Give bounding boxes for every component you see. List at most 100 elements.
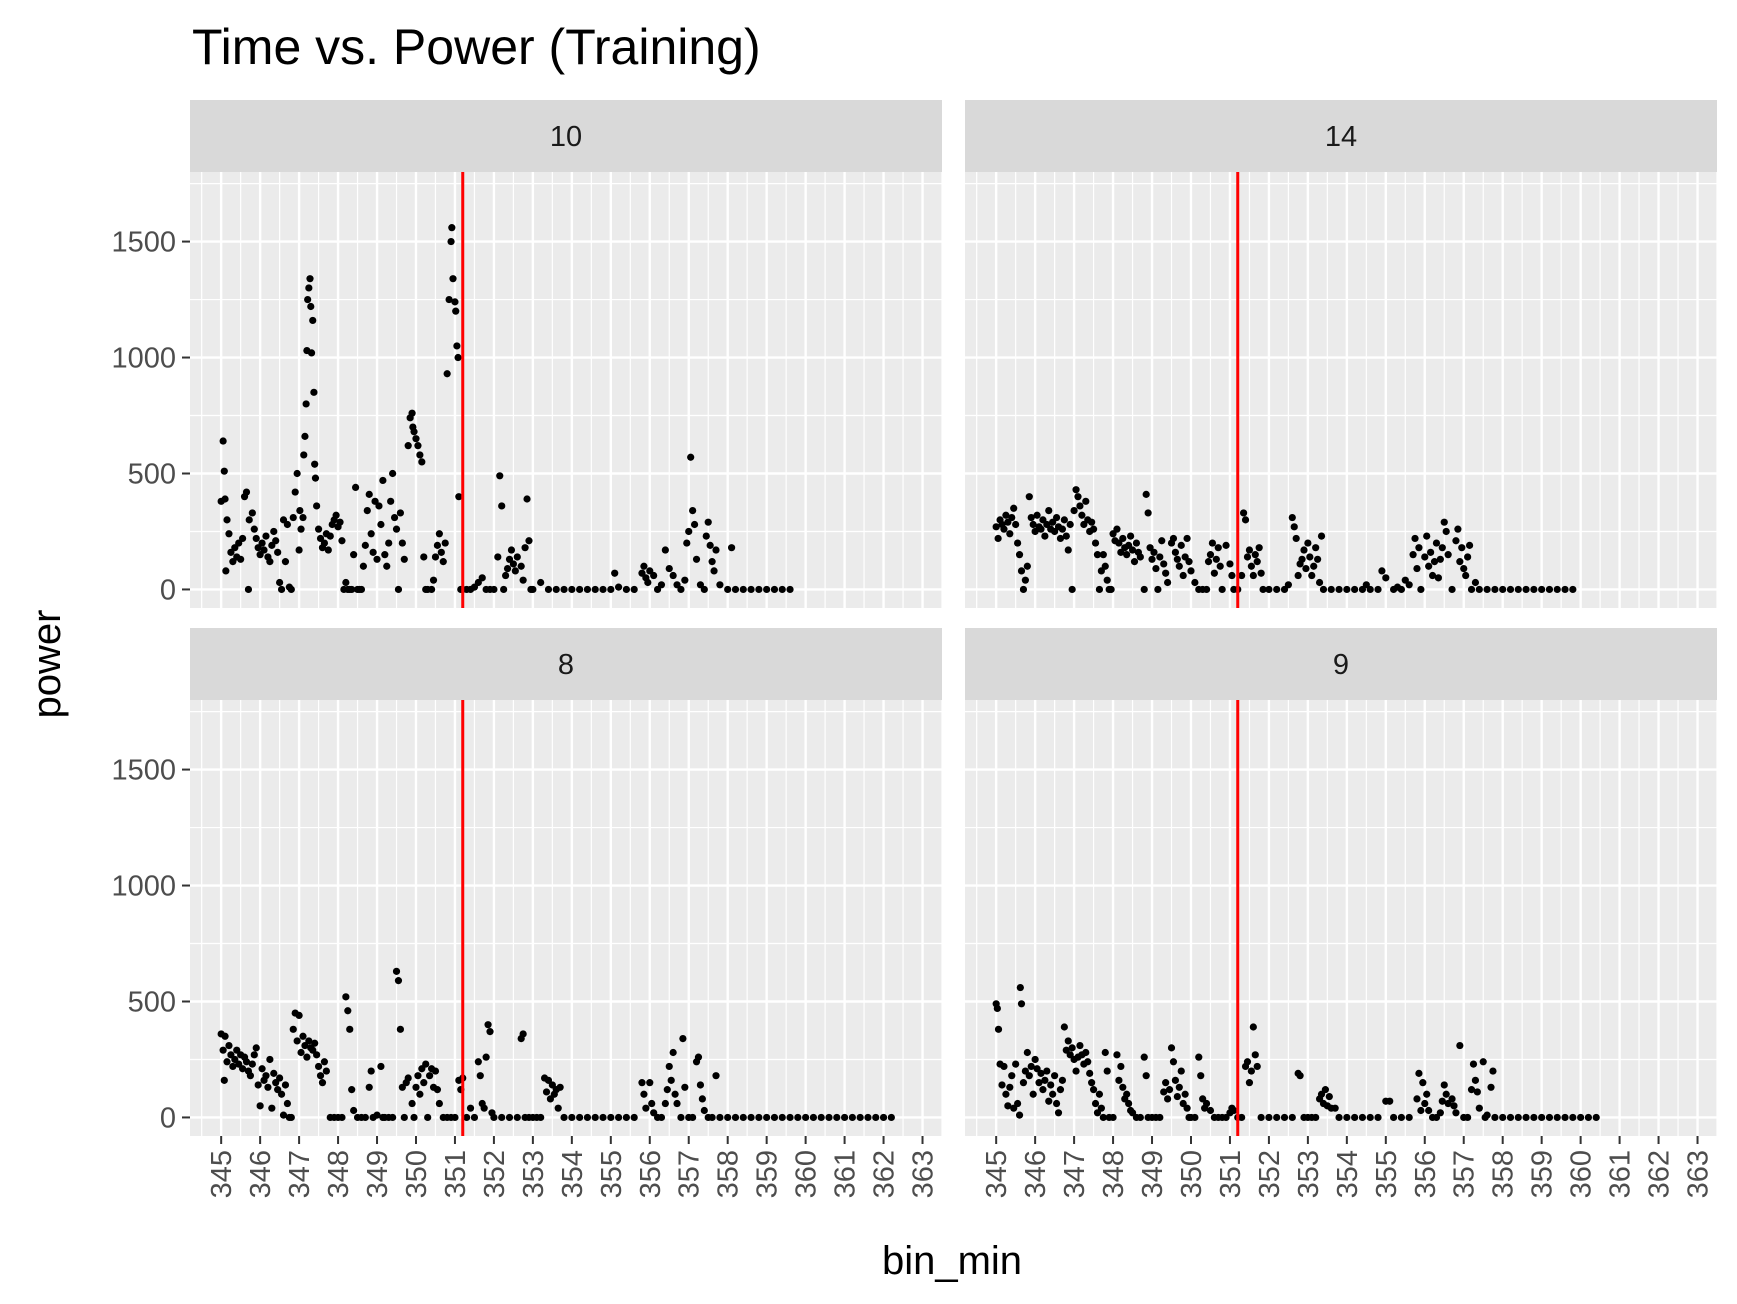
data-point xyxy=(1056,1086,1065,1094)
data-point xyxy=(1319,585,1328,594)
data-point xyxy=(1023,1048,1031,1057)
data-point xyxy=(281,558,290,566)
data-point xyxy=(1409,551,1417,559)
data-point xyxy=(1212,555,1220,563)
data-point xyxy=(365,490,373,498)
data-point xyxy=(433,1086,442,1094)
x-tick-label: 347 xyxy=(1059,1150,1091,1198)
data-point xyxy=(1448,1095,1456,1103)
data-point xyxy=(554,1104,562,1112)
data-point xyxy=(1037,525,1045,533)
data-point xyxy=(1306,553,1314,561)
data-point xyxy=(1101,1048,1109,1057)
data-point xyxy=(778,585,786,594)
data-point xyxy=(414,442,422,450)
data-point xyxy=(297,1048,305,1057)
data-point xyxy=(277,1090,286,1098)
data-point xyxy=(1150,548,1158,556)
data-point xyxy=(244,585,253,594)
data-point xyxy=(1421,553,1429,561)
data-point xyxy=(435,1099,443,1108)
data-point xyxy=(694,1053,703,1061)
data-point xyxy=(424,1113,432,1122)
data-point xyxy=(342,993,350,1001)
data-point xyxy=(410,1113,418,1122)
x-tick-label: 351 xyxy=(1215,1150,1247,1198)
data-point xyxy=(1238,1113,1246,1122)
data-point xyxy=(615,583,623,591)
data-point xyxy=(1029,1090,1037,1098)
data-point xyxy=(690,520,699,529)
data-point xyxy=(498,502,506,510)
data-point xyxy=(404,442,412,450)
data-point xyxy=(1015,551,1024,559)
data-point xyxy=(254,1081,262,1089)
data-point xyxy=(1366,1113,1374,1122)
data-point xyxy=(1109,1113,1117,1122)
data-point xyxy=(1491,585,1499,594)
data-point xyxy=(1553,585,1561,594)
data-point xyxy=(724,1113,732,1122)
data-point xyxy=(387,497,395,505)
data-point xyxy=(1012,520,1020,529)
data-point xyxy=(338,1113,346,1122)
data-point xyxy=(369,548,377,556)
data-point xyxy=(537,1113,545,1122)
x-tick-label: 355 xyxy=(1371,1150,1403,1198)
data-point xyxy=(1428,571,1437,580)
x-tick-label: 349 xyxy=(1137,1150,1169,1198)
x-tick-label: 352 xyxy=(1254,1150,1286,1198)
data-point xyxy=(1444,551,1452,559)
data-point xyxy=(287,1113,295,1122)
data-point xyxy=(420,553,428,561)
data-point xyxy=(1156,553,1164,561)
x-tick-label: 358 xyxy=(1488,1150,1520,1198)
facet-strip xyxy=(190,628,942,700)
data-point xyxy=(223,516,231,524)
data-point xyxy=(1553,1113,1561,1122)
data-point xyxy=(755,585,763,594)
data-point xyxy=(1169,1058,1178,1066)
data-point xyxy=(1462,571,1470,580)
data-point xyxy=(1074,493,1082,501)
x-tick-label: 362 xyxy=(869,1150,901,1198)
data-point xyxy=(1113,525,1121,533)
data-point xyxy=(1095,585,1104,594)
data-point xyxy=(221,1032,229,1040)
data-point xyxy=(1162,1079,1170,1087)
data-point xyxy=(1165,1086,1174,1094)
data-point xyxy=(1302,564,1310,573)
data-point xyxy=(1460,564,1468,573)
data-point xyxy=(1243,553,1252,561)
data-point xyxy=(1228,571,1236,580)
data-point xyxy=(1076,1041,1084,1050)
data-point xyxy=(809,1113,818,1122)
y-tick-label: 500 xyxy=(128,986,176,1018)
data-point xyxy=(1084,1058,1092,1066)
data-point xyxy=(677,585,685,594)
data-point xyxy=(1068,585,1076,594)
data-point xyxy=(1374,585,1382,594)
data-point xyxy=(1506,585,1515,594)
data-point xyxy=(377,1062,385,1071)
data-point xyxy=(427,585,436,594)
data-point xyxy=(1187,567,1195,575)
data-point xyxy=(245,516,253,524)
data-point xyxy=(270,527,278,536)
data-point xyxy=(1089,525,1098,533)
data-point xyxy=(256,1102,264,1110)
data-point xyxy=(657,1113,666,1122)
data-point xyxy=(1479,1058,1487,1066)
data-point xyxy=(1584,1113,1593,1122)
data-point xyxy=(1113,1051,1121,1059)
data-point xyxy=(755,1113,763,1122)
data-point xyxy=(994,1025,1003,1033)
data-point xyxy=(1052,513,1061,522)
data-point xyxy=(591,1113,599,1122)
data-point xyxy=(314,1062,323,1071)
data-point xyxy=(1592,1113,1600,1122)
data-point xyxy=(1017,1000,1026,1008)
data-point xyxy=(1119,534,1127,543)
data-point xyxy=(223,1058,231,1066)
data-point xyxy=(724,585,732,594)
